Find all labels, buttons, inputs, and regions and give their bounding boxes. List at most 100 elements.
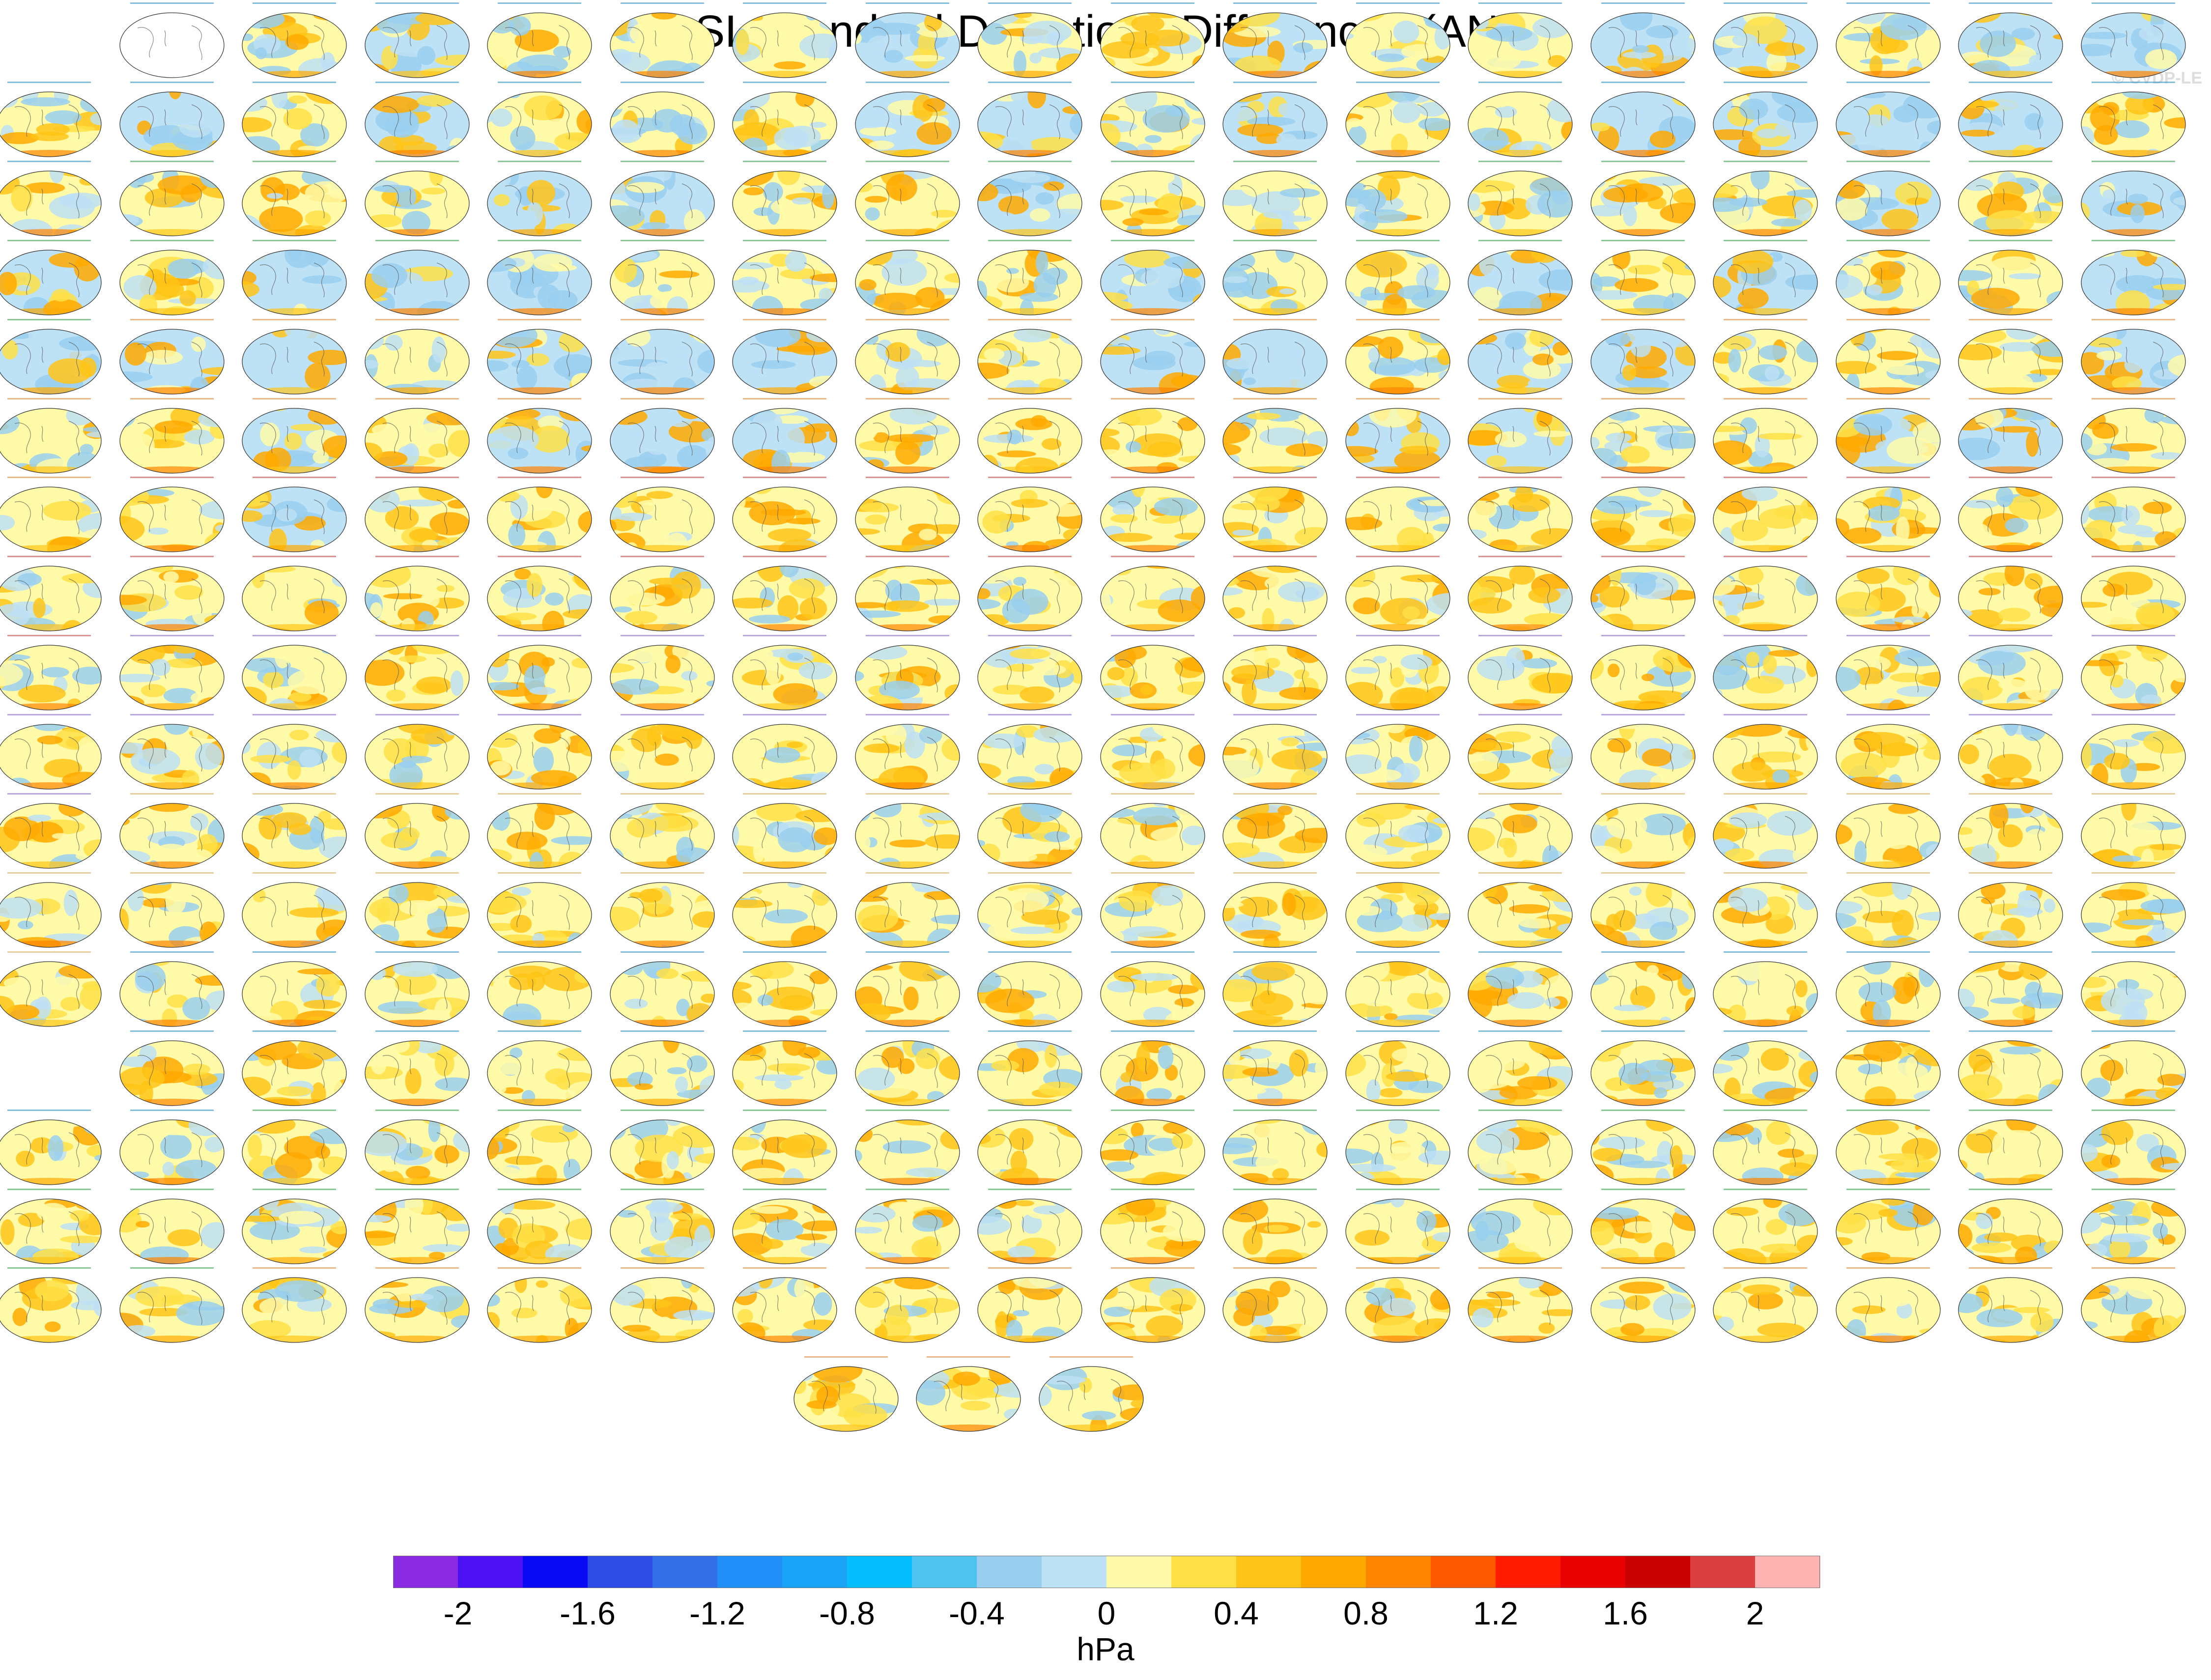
map-panel bbox=[2072, 712, 2195, 793]
map-panel-caption bbox=[478, 1029, 601, 1034]
map-globe bbox=[1468, 171, 1573, 236]
map-panel-caption bbox=[601, 1266, 724, 1271]
map-panel-caption bbox=[356, 238, 479, 243]
map-panel-caption-mark bbox=[988, 318, 1072, 320]
map-panel-caption bbox=[0, 1187, 111, 1192]
map-panel bbox=[0, 79, 111, 161]
map-panel-caption bbox=[1582, 397, 1704, 401]
map-panel-caption-mark bbox=[7, 239, 91, 241]
map-globe bbox=[1590, 1040, 1696, 1106]
map-panel-caption bbox=[2072, 317, 2195, 322]
map-panel-caption bbox=[478, 80, 601, 85]
map-globe bbox=[119, 486, 225, 552]
map-panel bbox=[1704, 0, 1827, 82]
map-globe bbox=[854, 91, 960, 157]
map-globe bbox=[242, 171, 347, 236]
map-panel bbox=[601, 474, 724, 556]
map-globe bbox=[1835, 961, 1941, 1027]
map-globe bbox=[1038, 1366, 1144, 1432]
map-panel bbox=[1949, 1028, 2072, 1110]
map-panel-caption-mark bbox=[130, 2, 214, 4]
map-panel-caption bbox=[1459, 1266, 1582, 1271]
map-globe bbox=[977, 882, 1082, 948]
map-panel bbox=[1336, 396, 1459, 477]
map-panel-caption bbox=[1091, 1029, 1214, 1034]
map-panel-caption-mark bbox=[1969, 556, 2052, 558]
map-panel bbox=[2072, 1186, 2195, 1268]
map-globe bbox=[2080, 1119, 2186, 1185]
map-globe bbox=[1100, 250, 1205, 315]
map-panel bbox=[233, 712, 356, 793]
map-panel bbox=[1214, 870, 1336, 951]
map-panel-caption bbox=[1214, 1, 1336, 6]
map-globe bbox=[0, 250, 102, 315]
map-panel-caption-mark bbox=[1356, 1188, 1440, 1190]
map-panel-caption bbox=[233, 475, 356, 480]
map-panel-caption-mark bbox=[498, 398, 581, 399]
map-panel bbox=[1336, 791, 1459, 872]
map-panel-caption bbox=[1214, 475, 1336, 480]
map-globe bbox=[1345, 12, 1450, 78]
map-panel bbox=[601, 1028, 724, 1110]
map-globe bbox=[1222, 12, 1328, 78]
map-panel bbox=[1827, 1265, 1950, 1346]
map-globe bbox=[119, 328, 225, 395]
map-panel-caption bbox=[1214, 1029, 1336, 1034]
map-panel bbox=[1827, 474, 1950, 556]
map-panel-caption bbox=[2072, 1108, 2195, 1113]
map-panel bbox=[0, 237, 111, 319]
map-panel bbox=[1582, 1265, 1704, 1346]
map-globe bbox=[609, 724, 715, 790]
colorbar-segment bbox=[652, 1556, 718, 1588]
map-globe bbox=[487, 250, 592, 315]
map-globe bbox=[364, 1198, 470, 1264]
map-panel-caption-mark bbox=[1969, 1188, 2052, 1190]
map-globe bbox=[242, 566, 347, 631]
map-panel-caption-mark bbox=[375, 635, 459, 637]
map-panel-caption bbox=[0, 712, 111, 717]
map-panel-caption bbox=[1459, 317, 1582, 322]
map-globe bbox=[732, 407, 837, 474]
map-panel bbox=[478, 316, 601, 398]
map-panel-caption-mark bbox=[498, 714, 581, 716]
map-panel-caption bbox=[233, 712, 356, 717]
colorbar-segment bbox=[588, 1556, 653, 1588]
map-panel bbox=[1030, 1354, 1153, 1435]
map-panel-caption-mark bbox=[988, 951, 1072, 953]
map-panel-caption bbox=[1949, 159, 2072, 164]
map-globe bbox=[1345, 1040, 1450, 1106]
map-panel bbox=[233, 396, 356, 477]
map-panel bbox=[1582, 396, 1704, 477]
map-panel-caption-mark bbox=[1233, 556, 1317, 558]
map-panel bbox=[111, 316, 233, 398]
map-panel bbox=[1704, 791, 1827, 872]
map-panel bbox=[846, 79, 969, 161]
map-panel-caption bbox=[1827, 1187, 1950, 1192]
map-panel bbox=[1827, 870, 1950, 951]
map-panel bbox=[356, 1028, 479, 1110]
map-panel bbox=[0, 316, 111, 398]
map-panel bbox=[356, 791, 479, 872]
map-globe bbox=[732, 724, 837, 790]
map-panel-caption bbox=[1091, 712, 1214, 717]
map-globe bbox=[1835, 171, 1941, 236]
map-panel-caption-mark bbox=[2091, 1030, 2175, 1032]
map-panel-caption bbox=[1336, 1266, 1459, 1271]
colorbar-segment bbox=[1690, 1556, 1756, 1588]
map-panel bbox=[1459, 474, 1582, 556]
map-panel-caption bbox=[111, 1029, 233, 1034]
map-panel bbox=[1091, 158, 1214, 240]
map-panel-caption-mark bbox=[2091, 793, 2175, 795]
map-panel bbox=[968, 632, 1091, 714]
colorbar-segment bbox=[977, 1556, 1042, 1588]
map-globe bbox=[609, 882, 715, 948]
map-panel-caption-mark bbox=[1110, 81, 1194, 83]
map-panel bbox=[723, 158, 846, 240]
map-panel-caption-mark bbox=[253, 951, 336, 953]
map-panel-caption bbox=[1827, 871, 1950, 876]
map-panel-caption bbox=[1827, 1, 1950, 6]
map-globe bbox=[1958, 91, 2063, 157]
map-panel bbox=[601, 396, 724, 477]
map-panel-caption-mark bbox=[1356, 951, 1440, 953]
map-panel-caption bbox=[1704, 1029, 1827, 1034]
